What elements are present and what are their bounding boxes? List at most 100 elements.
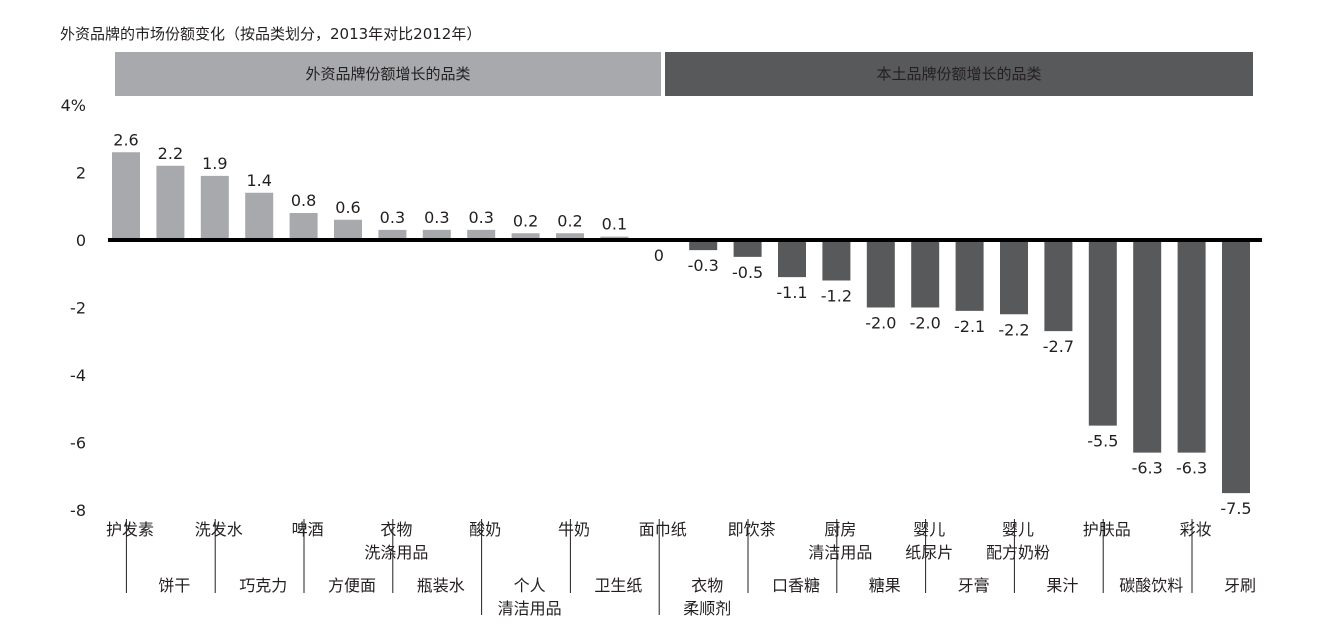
bar-value-label: -1.1	[776, 283, 807, 302]
x-category-label: 彩妆	[1180, 520, 1212, 539]
bar-value-label: -2.0	[865, 314, 896, 333]
x-category-label: 碳酸饮料	[1119, 576, 1183, 595]
bar	[1133, 240, 1162, 453]
x-category-label: 方便面	[328, 576, 376, 595]
x-category-label: 厨房	[824, 520, 856, 539]
bar	[511, 233, 540, 240]
bar	[156, 165, 185, 240]
bar-value-label: 0.1	[602, 215, 627, 234]
bar	[1044, 240, 1073, 332]
x-category-label: 牙刷	[1224, 576, 1256, 595]
bar	[112, 152, 140, 240]
bar	[955, 240, 984, 311]
bar-value-label: 1.9	[202, 154, 227, 173]
y-tick-label: -4	[70, 366, 86, 385]
x-category-label: 护肤品	[1083, 520, 1131, 539]
x-category-label: 巧克力	[239, 576, 287, 595]
bar	[778, 240, 806, 278]
bar	[556, 233, 584, 240]
bar-value-label: -0.3	[688, 256, 719, 275]
bar-value-label: 0.3	[424, 208, 449, 227]
bar-value-label: -2.7	[1043, 337, 1074, 356]
bar-value-label: 0	[654, 246, 664, 265]
x-axis-labels: 护发素饼干洗发水巧克力啤酒方便面衣物洗涤用品瓶装水酸奶个人清洁用品牛奶卫生纸面巾…	[106, 520, 1256, 618]
bar-value-label: -2.2	[998, 320, 1029, 339]
bar-value-label: 0.2	[513, 211, 538, 230]
bar	[334, 219, 362, 240]
bar-value-label: -6.3	[1132, 459, 1163, 478]
bar-value-label: 0.6	[335, 198, 360, 217]
x-category-label: 卫生纸	[594, 576, 642, 595]
y-tick-label: 0	[76, 231, 86, 250]
banner-local-growth	[665, 52, 1253, 96]
bar	[422, 229, 451, 240]
x-category-label: 护发素	[106, 520, 154, 539]
y-tick-label: -6	[70, 434, 86, 453]
x-category-label: 衣物	[691, 576, 723, 595]
bar-value-label: 0.3	[380, 208, 405, 227]
x-category-label: 洗发水	[195, 520, 243, 539]
bar	[1222, 240, 1250, 494]
x-category-label: 糖果	[869, 576, 901, 595]
banner-local-growth-label: 本土品牌份额增长的品类	[876, 65, 1041, 83]
bar-value-label: 0.2	[557, 211, 582, 230]
bar-value-label: -5.5	[1087, 432, 1118, 451]
bar-value-label: 0.8	[291, 191, 316, 210]
bar	[866, 240, 895, 308]
x-category-label: 面巾纸	[639, 520, 687, 539]
y-axis: 4% 2 0 -2 -4 -6 -8	[61, 96, 86, 520]
x-category-label: 饼干	[158, 576, 190, 595]
bar-value-label: -2.1	[954, 317, 985, 336]
bar-value-label: -7.5	[1220, 499, 1251, 518]
bar-value-label: -6.3	[1176, 459, 1207, 478]
banner-foreign-growth	[115, 52, 661, 96]
x-category-label: 纸尿片	[905, 543, 953, 562]
bar	[467, 229, 496, 240]
bar-value-label: 2.2	[158, 144, 183, 163]
bar	[378, 229, 407, 240]
bar	[689, 240, 718, 251]
y-tick-label: 4%	[61, 96, 86, 115]
y-tick-label: 2	[76, 164, 86, 183]
bar	[1177, 240, 1206, 453]
x-category-label: 酸奶	[469, 520, 501, 539]
bar-value-label: -0.5	[732, 263, 763, 282]
x-category-label: 衣物	[380, 520, 412, 539]
bar	[245, 192, 274, 240]
bar-value-label: 2.6	[113, 130, 138, 149]
bars	[112, 152, 1250, 494]
x-category-label: 婴儿	[1002, 520, 1034, 539]
x-category-label: 啤酒	[292, 520, 324, 539]
bar	[1088, 240, 1117, 426]
y-tick-label: -8	[70, 501, 86, 520]
bar	[911, 240, 940, 308]
x-category-label: 清洁用品	[498, 599, 562, 618]
bar	[1000, 240, 1028, 315]
x-category-label: 牛奶	[558, 520, 590, 539]
value-labels: 2.6 2.2 1.9 1.4 0.8 0.6 0.3 0.3 0.3 0.2 0.2 0.1 0 -0.…	[113, 130, 1251, 518]
x-category-label: 瓶装水	[417, 576, 465, 595]
bar-value-label: -2.0	[910, 314, 941, 333]
x-category-label: 即饮茶	[728, 520, 776, 539]
bar	[822, 240, 851, 281]
bar-value-label: -1.2	[821, 287, 852, 306]
bar	[289, 213, 318, 240]
y-tick-label: -2	[70, 299, 86, 318]
x-category-label: 口香糖	[772, 576, 820, 595]
x-category-label: 柔顺剂	[683, 599, 731, 618]
banner-foreign-growth-label: 外资品牌份额增长的品类	[305, 65, 470, 83]
x-category-label: 果汁	[1046, 576, 1078, 595]
category-separators	[125, 519, 1193, 615]
x-category-label: 洗涤用品	[364, 543, 428, 562]
bar-value-label: 0.3	[468, 208, 493, 227]
x-category-label: 配方奶粉	[986, 543, 1050, 562]
x-category-label: 牙膏	[958, 576, 990, 595]
bar	[733, 240, 762, 257]
x-category-label: 婴儿	[913, 520, 945, 539]
x-category-label: 清洁用品	[808, 543, 872, 562]
x-category-label: 个人	[514, 576, 546, 595]
chart-title: 外资品牌的市场份额变化（按品类划分，2013年对比2012年）	[60, 25, 481, 43]
bar	[200, 175, 229, 240]
bar-value-label: 1.4	[246, 171, 271, 190]
